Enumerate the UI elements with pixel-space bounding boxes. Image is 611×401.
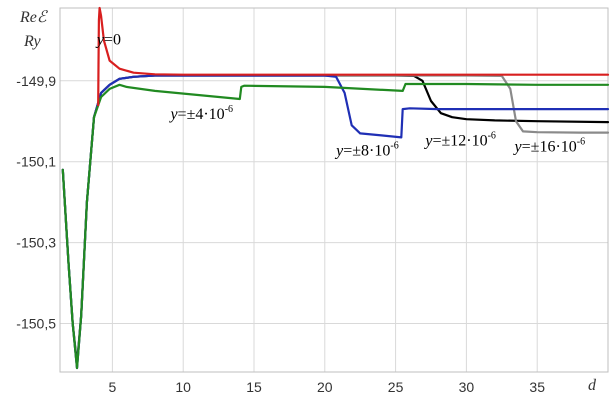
x-axis-title: d: [588, 377, 597, 394]
x-tick-label: 25: [388, 379, 404, 395]
x-tick-label: 35: [529, 379, 545, 395]
grid: [60, 8, 608, 372]
series-annotation-5: y=±16·10-6: [513, 137, 586, 156]
series-annotation-1: y=0: [95, 31, 121, 48]
series-annotation-3: y=±8·10-6: [334, 141, 399, 160]
series-line-3: [61, 74, 610, 370]
annotations: y=0 y=±4·10-6 y=±8·10-6 y=±12·10-6 y=±16·10-…: [95, 31, 585, 159]
x-tick-label: 10: [175, 379, 191, 395]
x-tick-label: 20: [317, 379, 333, 395]
y-tick-label: -150,3: [16, 235, 56, 251]
x-tick-label: 15: [246, 379, 262, 395]
x-tick-label: 30: [459, 379, 475, 395]
series-line-1: [61, 74, 610, 365]
y-tick-label: -150,1: [16, 154, 56, 170]
series-line-4: [61, 82, 610, 370]
tick-labels: 5 10 15 20 25 30 35 -149,9 -150,1 -150,3 -150,5: [16, 73, 545, 395]
y-axis-title-line1: Reℰ: [19, 9, 49, 26]
y-tick-label: -150,5: [16, 315, 56, 331]
series-line-5: [97, 6, 610, 107]
series-line-2: [61, 74, 610, 370]
x-tick-label: 5: [108, 379, 116, 395]
series-annotation-4: y=±12·10-6: [423, 131, 496, 150]
series-annotation-2: y=±4·10-6: [168, 104, 233, 123]
series-group: [61, 6, 610, 370]
y-tick-label: -149,9: [16, 73, 56, 89]
plot-frame: [59, 7, 609, 373]
y-axis-title-line2: Ry: [23, 33, 41, 50]
